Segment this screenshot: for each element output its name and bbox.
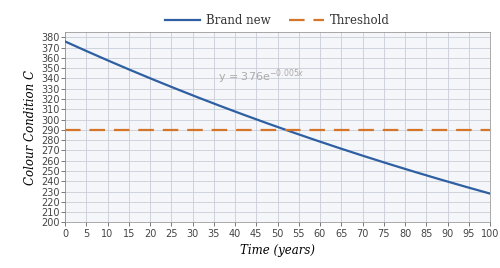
- Brand new: [106, 59, 112, 62]
- Y-axis label: Colour Condition C: Colour Condition C: [24, 70, 36, 185]
- X-axis label: Time (years): Time (years): [240, 244, 315, 256]
- Text: y = 376e$^{-0.005x}$: y = 376e$^{-0.005x}$: [218, 67, 304, 86]
- Brand new: [394, 165, 400, 168]
- Line: Brand new: Brand new: [65, 42, 490, 193]
- Brand new: [62, 40, 68, 43]
- Brand new: [354, 152, 360, 155]
- Brand new: [234, 111, 240, 114]
- Brand new: [249, 116, 255, 120]
- Legend: Brand new, Threshold: Brand new, Threshold: [160, 10, 394, 32]
- Brand new: [401, 167, 407, 170]
- Brand new: [487, 192, 493, 195]
